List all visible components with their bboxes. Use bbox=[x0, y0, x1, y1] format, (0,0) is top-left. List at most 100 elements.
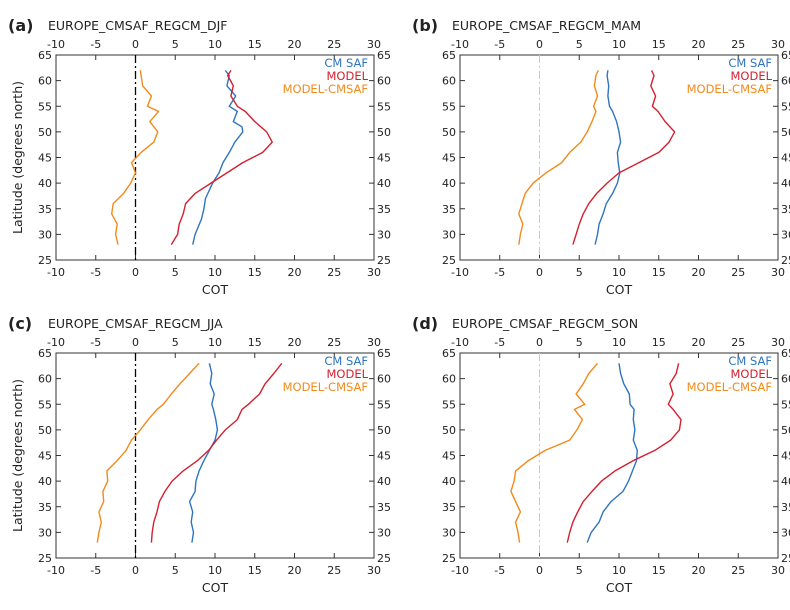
y-tick-label-right: 30 bbox=[377, 228, 391, 241]
x-tick-label-bottom: 10 bbox=[612, 564, 626, 577]
y-tick-label-left: 35 bbox=[38, 203, 52, 216]
x-tick-label-bottom: 20 bbox=[288, 266, 302, 279]
series-line-model bbox=[150, 362, 283, 543]
x-tick-label-top: 30 bbox=[367, 38, 381, 51]
x-tick-label-bottom: -10 bbox=[47, 266, 65, 279]
panel-title: EUROPE_CMSAF_REGCM_DJF bbox=[48, 18, 227, 33]
legend-entry-model: MODEL bbox=[326, 69, 368, 83]
x-tick-label-top: -10 bbox=[47, 336, 65, 349]
y-tick-label-left: 60 bbox=[38, 373, 52, 386]
series-line-cmsaf bbox=[192, 69, 244, 245]
x-tick-label-top: 10 bbox=[208, 336, 222, 349]
x-tick-label-top: 25 bbox=[327, 38, 341, 51]
y-axis-label: Latitude (degrees north) bbox=[10, 81, 25, 234]
x-tick-label-bottom: 5 bbox=[576, 266, 583, 279]
x-tick-label-bottom: -10 bbox=[451, 266, 469, 279]
legend-entry-cmsaf: CM SAF bbox=[324, 56, 368, 70]
y-tick-label-right: 50 bbox=[781, 126, 790, 139]
y-tick-label-left: 40 bbox=[38, 475, 52, 488]
y-tick-label-left: 50 bbox=[38, 126, 52, 139]
x-tick-label-top: 20 bbox=[288, 336, 302, 349]
x-tick-label-bottom: 30 bbox=[771, 266, 785, 279]
y-tick-label-left: 45 bbox=[38, 450, 52, 463]
y-tick-label-left: 30 bbox=[442, 228, 456, 241]
y-tick-label-left: 60 bbox=[442, 373, 456, 386]
x-tick-label-bottom: -5 bbox=[90, 266, 101, 279]
x-tick-label-bottom: 0 bbox=[132, 266, 139, 279]
legend-entry-model: MODEL bbox=[326, 367, 368, 381]
x-tick-label-top: 0 bbox=[536, 336, 543, 349]
x-tick-label-top: 15 bbox=[652, 38, 666, 51]
panel-4: (d) EUROPE_CMSAF_REGCM_SON-10-10-5-500551… bbox=[412, 314, 790, 595]
panel-label: (d) bbox=[412, 314, 438, 333]
x-tick-label-top: 20 bbox=[692, 336, 706, 349]
y-tick-label-left: 55 bbox=[442, 100, 456, 113]
x-tick-label-bottom: 5 bbox=[172, 266, 179, 279]
series-line-diff bbox=[110, 70, 160, 245]
y-tick-label-left: 30 bbox=[442, 526, 456, 539]
y-tick-label-left: 40 bbox=[442, 475, 456, 488]
y-tick-label-left: 65 bbox=[442, 49, 456, 62]
x-axis-label: COT bbox=[202, 282, 229, 297]
x-tick-label-bottom: 25 bbox=[731, 564, 745, 577]
x-tick-label-top: 15 bbox=[248, 336, 262, 349]
y-tick-label-left: 50 bbox=[38, 424, 52, 437]
x-tick-label-bottom: 25 bbox=[327, 564, 341, 577]
x-tick-label-bottom: 25 bbox=[731, 266, 745, 279]
y-tick-label-right: 40 bbox=[377, 475, 391, 488]
legend-entry-cmsaf: CM SAF bbox=[324, 354, 368, 368]
y-tick-label-left: 55 bbox=[442, 398, 456, 411]
y-tick-label-left: 30 bbox=[38, 228, 52, 241]
y-tick-label-right: 45 bbox=[781, 152, 790, 165]
series-line-cmsaf bbox=[586, 363, 638, 543]
x-tick-label-top: 30 bbox=[771, 336, 785, 349]
legend-entry-diff: MODEL-CMSAF bbox=[687, 380, 772, 394]
x-tick-label-top: 15 bbox=[652, 336, 666, 349]
y-tick-label-left: 25 bbox=[442, 254, 456, 267]
y-tick-label-left: 35 bbox=[38, 501, 52, 514]
y-tick-label-right: 60 bbox=[781, 373, 790, 386]
series-line-cmsaf bbox=[594, 70, 622, 245]
x-tick-label-bottom: 20 bbox=[288, 564, 302, 577]
y-tick-label-left: 60 bbox=[38, 75, 52, 88]
y-tick-label-right: 35 bbox=[377, 203, 391, 216]
x-tick-label-bottom: 30 bbox=[771, 564, 785, 577]
x-tick-label-top: -10 bbox=[451, 336, 469, 349]
y-tick-label-right: 55 bbox=[781, 398, 790, 411]
y-tick-label-left: 45 bbox=[442, 152, 456, 165]
x-tick-label-top: 30 bbox=[367, 336, 381, 349]
series-line-diff bbox=[518, 70, 599, 245]
series-line-cmsaf bbox=[188, 363, 219, 543]
y-tick-label-left: 30 bbox=[38, 526, 52, 539]
panel-3: (c) EUROPE_CMSAF_REGCM_JJA-10-10-5-500551… bbox=[8, 314, 391, 595]
series-line-model bbox=[170, 70, 273, 245]
x-tick-label-top: 30 bbox=[771, 38, 785, 51]
y-tick-label-right: 40 bbox=[781, 177, 790, 190]
series-line-model bbox=[566, 363, 682, 543]
x-tick-label-top: -5 bbox=[494, 336, 505, 349]
y-tick-label-right: 50 bbox=[377, 424, 391, 437]
x-tick-label-bottom: 0 bbox=[536, 266, 543, 279]
y-tick-label-right: 35 bbox=[781, 501, 790, 514]
panel-2: (b) EUROPE_CMSAF_REGCM_MAM-10-10-5-500551… bbox=[412, 16, 790, 297]
series-line-model bbox=[572, 70, 676, 245]
x-tick-label-top: 5 bbox=[172, 38, 179, 51]
x-axis-label: COT bbox=[202, 580, 229, 595]
y-tick-label-left: 45 bbox=[38, 152, 52, 165]
y-tick-label-right: 25 bbox=[781, 552, 790, 565]
x-tick-label-bottom: 10 bbox=[612, 266, 626, 279]
y-tick-label-right: 30 bbox=[377, 526, 391, 539]
x-tick-label-top: -5 bbox=[90, 336, 101, 349]
y-tick-label-left: 25 bbox=[38, 552, 52, 565]
x-tick-label-bottom: 0 bbox=[132, 564, 139, 577]
y-tick-label-right: 25 bbox=[377, 254, 391, 267]
legend-entry-model: MODEL bbox=[730, 367, 772, 381]
x-tick-label-top: 10 bbox=[208, 38, 222, 51]
y-tick-label-left: 50 bbox=[442, 424, 456, 437]
x-tick-label-bottom: -5 bbox=[90, 564, 101, 577]
x-tick-label-top: -5 bbox=[90, 38, 101, 51]
x-tick-label-bottom: 15 bbox=[248, 266, 262, 279]
x-tick-label-top: 25 bbox=[731, 336, 745, 349]
legend-entry-diff: MODEL-CMSAF bbox=[687, 82, 772, 96]
panel-label: (c) bbox=[8, 314, 32, 333]
